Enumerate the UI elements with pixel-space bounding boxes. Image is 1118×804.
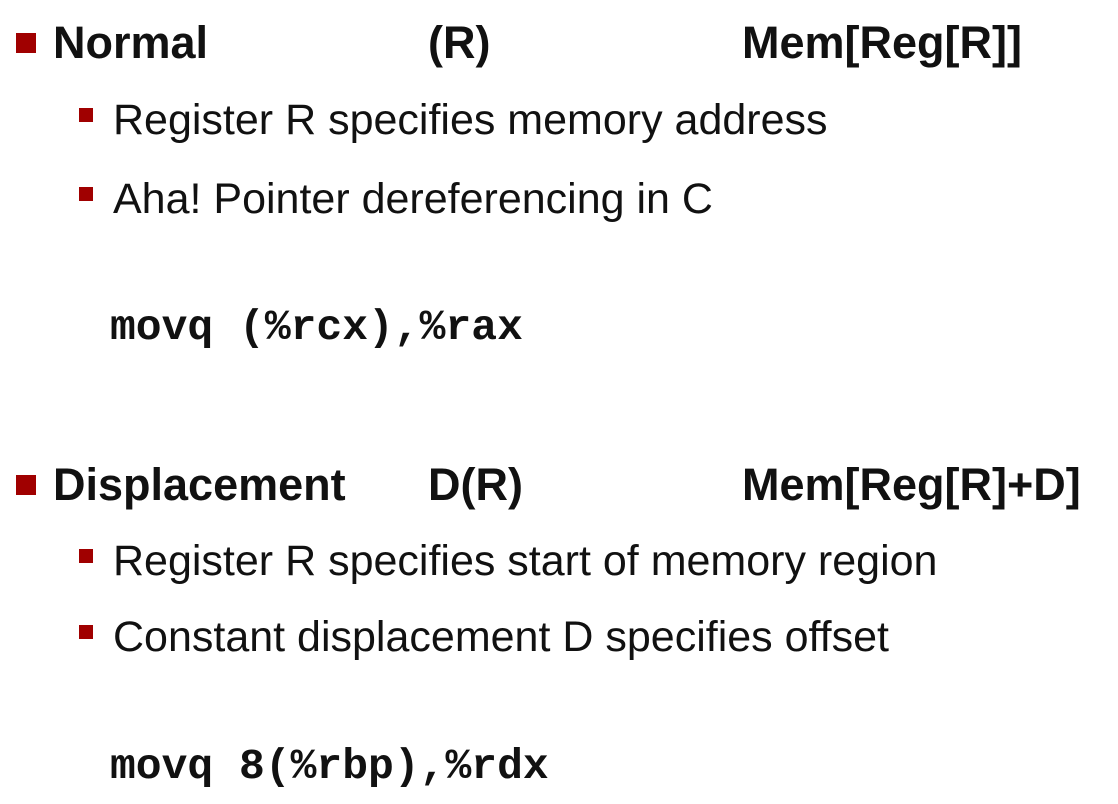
sub-bullet-text: Register R specifies memory address (113, 96, 828, 144)
mode-semantics: Mem[Reg[R]] (742, 17, 1022, 68)
sub-bullet-square-icon (79, 187, 93, 201)
sub-bullet-square-icon (79, 625, 93, 639)
sub-bullet-text: Aha! Pointer dereferencing in C (113, 175, 713, 223)
mode-semantics: Mem[Reg[R]+D] (742, 459, 1081, 510)
mode-name: Normal (53, 17, 209, 68)
mode-syntax: D(R) (428, 459, 523, 510)
bullet-square-icon (16, 475, 36, 495)
code-example: movq (%rcx),%rax (110, 303, 523, 352)
code-example: movq 8(%rbp),%rdx (110, 742, 549, 791)
mode-syntax: (R) (428, 17, 491, 68)
mode-name: Displacement (53, 459, 346, 510)
sub-bullet-square-icon (79, 549, 93, 563)
sub-bullet-text: Constant displacement D specifies offset (113, 613, 889, 661)
bullet-square-icon (16, 33, 36, 53)
sub-bullet-square-icon (79, 108, 93, 122)
sub-bullet-text: Register R specifies start of memory reg… (113, 537, 938, 585)
